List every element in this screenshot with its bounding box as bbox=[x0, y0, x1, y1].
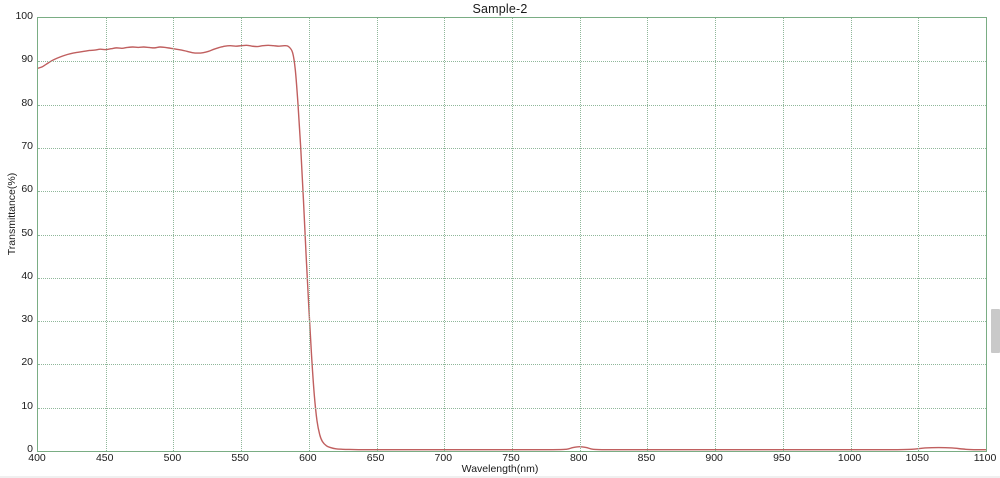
gridline-vertical bbox=[105, 18, 107, 451]
plot-area bbox=[37, 17, 987, 452]
gridline-vertical bbox=[173, 18, 175, 451]
x-tick-label: 450 bbox=[95, 452, 114, 464]
x-tick-label: 650 bbox=[366, 452, 385, 464]
y-tick-label: 30 bbox=[21, 313, 33, 326]
transmittance-curve bbox=[38, 44, 986, 451]
gridline-vertical bbox=[241, 18, 243, 451]
y-tick-label: 50 bbox=[21, 226, 33, 239]
vertical-scrollbar[interactable] bbox=[991, 309, 1000, 353]
x-tick-label: 900 bbox=[705, 452, 723, 464]
x-tick-label: 1050 bbox=[905, 452, 929, 464]
x-tick-label: 1100 bbox=[973, 452, 997, 464]
gridline-vertical bbox=[308, 18, 310, 451]
x-tick-label: 800 bbox=[569, 452, 588, 464]
x-tick-label: 500 bbox=[163, 452, 182, 464]
x-tick-label: 950 bbox=[773, 452, 791, 464]
y-axis-ticks: 0 10 20 30 40 50 60 70 80 90 100 bbox=[0, 11, 33, 455]
y-tick-label: 10 bbox=[21, 399, 33, 412]
y-tick-label: 60 bbox=[21, 183, 33, 196]
y-tick-label: 100 bbox=[15, 10, 33, 22]
x-tick-label: 750 bbox=[502, 452, 520, 464]
y-tick-label: 80 bbox=[21, 96, 33, 109]
y-tick-label: 20 bbox=[21, 356, 33, 369]
gridline-vertical bbox=[850, 18, 852, 451]
x-tick-label: 1000 bbox=[837, 452, 862, 464]
plot-inner bbox=[38, 18, 986, 451]
x-tick-label: 600 bbox=[299, 452, 317, 464]
series-sample-2-path bbox=[38, 44, 986, 451]
gridline-vertical bbox=[918, 18, 920, 451]
y-tick-label: 90 bbox=[21, 53, 33, 66]
gridline-vertical bbox=[647, 18, 649, 451]
x-axis-title: Wavelength(nm) bbox=[461, 463, 539, 475]
x-tick-label: 700 bbox=[434, 452, 453, 464]
x-tick-label: 400 bbox=[28, 452, 46, 464]
y-tick-label: 70 bbox=[21, 139, 33, 152]
y-axis-title: Transmittance(%) bbox=[6, 172, 18, 256]
window-bottom-edge bbox=[0, 476, 1000, 478]
chart-title: Sample-2 bbox=[472, 2, 528, 16]
y-tick-label: 0 bbox=[27, 443, 33, 455]
x-axis-ticks: 400 450 500 550 600 650 700 750 800 850 900 950 1000… bbox=[28, 452, 996, 466]
y-tick-label: 40 bbox=[21, 269, 33, 282]
gridline-vertical bbox=[782, 18, 784, 451]
gridline-vertical bbox=[579, 18, 581, 451]
gridline-vertical bbox=[512, 18, 513, 451]
gridline-vertical bbox=[376, 18, 378, 451]
x-tick-label: 850 bbox=[637, 452, 656, 464]
x-tick-label: 550 bbox=[231, 452, 249, 464]
gridline-vertical bbox=[444, 18, 446, 451]
gridline-vertical bbox=[715, 18, 717, 451]
